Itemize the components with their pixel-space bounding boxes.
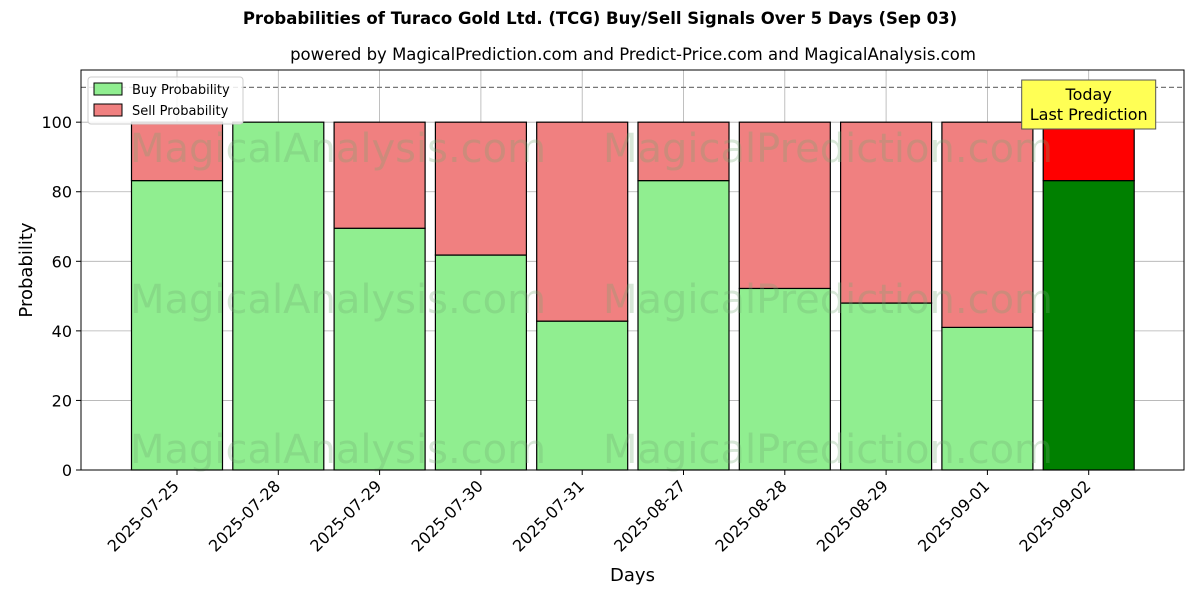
y-axis-title: Probability xyxy=(16,222,37,317)
x-tick-label: 2025-07-31 xyxy=(509,476,588,555)
watermark-text: MagicalAnalysis.com xyxy=(130,427,546,473)
x-tick-label: 2025-08-27 xyxy=(610,476,689,555)
bar-buy-2025-09-02 xyxy=(1042,180,1135,471)
x-tick-label: 2025-07-30 xyxy=(408,476,487,555)
chart-subtitle: powered by MagicalPrediction.com and Pre… xyxy=(290,45,976,64)
watermark-text: MagicalAnalysis.com xyxy=(130,126,546,172)
annotation-box xyxy=(1021,79,1157,130)
bar-sell-2025-07-25 xyxy=(130,121,224,182)
x-tick-label: 2025-07-29 xyxy=(306,476,385,555)
bar-buy-2025-08-27 xyxy=(637,180,730,471)
watermark-layer: MagicalAnalysis.com MagicalPrediction.com… xyxy=(130,126,1053,473)
y-tick-label: 20 xyxy=(52,391,72,410)
plot-frame xyxy=(80,69,1185,471)
chart-title: Probabilities of Turaco Gold Ltd. (TCG) … xyxy=(242,9,958,28)
y-tick-label: 60 xyxy=(52,252,72,271)
bar-buy-2025-08-28 xyxy=(738,287,831,471)
watermark-text: MagicalAnalysis.com xyxy=(130,277,546,323)
bar-buy-2025-07-31 xyxy=(536,320,629,471)
x-tick-label: 2025-09-02 xyxy=(1015,476,1094,555)
watermark-text: MagicalPrediction.com xyxy=(603,277,1053,323)
x-tick-label: 2025-08-29 xyxy=(813,476,892,555)
legend: Buy Probability Sell Probability xyxy=(87,76,244,125)
y-tick-label: 0 xyxy=(62,461,72,480)
watermark-text: MagicalPrediction.com xyxy=(603,427,1053,473)
bar-buy-2025-09-01 xyxy=(941,326,1034,471)
x-tick-label: 2025-09-01 xyxy=(914,476,993,555)
x-tick-label: 2025-07-25 xyxy=(104,476,183,555)
bar-buy-2025-07-25 xyxy=(130,180,224,471)
bar-sell-2025-07-31 xyxy=(536,121,629,322)
bar-sell-2025-08-29 xyxy=(839,121,933,304)
x-tick-label: 2025-07-28 xyxy=(205,476,284,555)
legend-swatch-buy xyxy=(93,82,123,96)
bar-buy-2025-08-29 xyxy=(839,302,933,471)
legend-label-sell: Sell Probability xyxy=(132,104,229,119)
annotation-line2: Last Prediction xyxy=(1030,105,1148,124)
legend-label-buy: Buy Probability xyxy=(132,83,230,98)
legend-swatch-sell xyxy=(93,103,123,117)
y-tick-label: 80 xyxy=(52,183,72,202)
x-axis-title: Days xyxy=(610,565,655,586)
bar-sell-2025-08-28 xyxy=(738,121,831,290)
watermark-text: MagicalPrediction.com xyxy=(603,126,1053,172)
bar-sell-2025-08-27 xyxy=(637,121,730,182)
annotation-line1: Today xyxy=(1065,85,1112,104)
y-tick-label: 100 xyxy=(41,113,72,132)
bar-sell-2025-09-02 xyxy=(1042,121,1135,182)
bar-sell-2025-09-01 xyxy=(941,121,1034,328)
bar-sell-2025-07-30 xyxy=(434,121,527,256)
bars-layer xyxy=(130,121,1135,471)
x-tick-label: 2025-08-28 xyxy=(711,476,790,555)
legend-box xyxy=(87,76,244,125)
y-tick-label: 40 xyxy=(52,322,72,341)
bar-sell-2025-07-29 xyxy=(333,121,426,229)
bar-buy-2025-07-28 xyxy=(232,121,325,471)
